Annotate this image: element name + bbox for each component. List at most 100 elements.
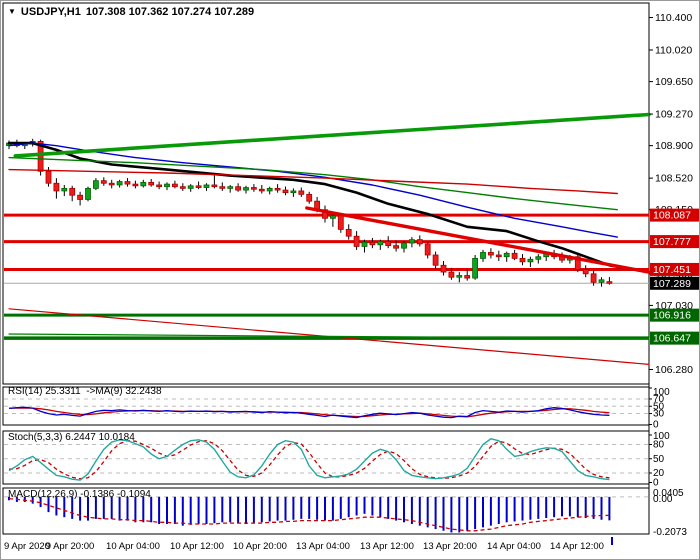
candle-body: [148, 181, 155, 186]
candle-body: [116, 181, 123, 186]
candle-body: [440, 264, 447, 273]
candle-body: [393, 245, 400, 249]
candle-body: [132, 183, 139, 187]
ma-black-line[interactable]: [7, 141, 635, 271]
candle-body: [282, 189, 289, 194]
main-pane-border: [2, 2, 650, 385]
candle-body: [432, 254, 439, 266]
price-badge-bg: [650, 331, 699, 345]
candle-body: [45, 170, 52, 184]
candle-body: [93, 180, 99, 189]
candle-body: [243, 187, 249, 191]
rsi-axis-tick: 30: [653, 409, 665, 420]
candle-body: [219, 186, 226, 189]
candle-body: [598, 279, 605, 283]
stoch-indicator-label: Stoch(5,3,3) 6.2447 10.0184: [8, 432, 135, 443]
candle-body: [298, 190, 305, 195]
price-badge-bg: [650, 262, 699, 276]
price-badge: 107.451: [650, 262, 699, 276]
time-axis-scale[interactable]: [1, 535, 699, 559]
ma-blue-line[interactable]: [8, 142, 618, 238]
candle-body: [53, 182, 60, 192]
stoch-layer: [4, 438, 649, 481]
price-axis-tick: 108.520: [655, 173, 693, 185]
candle-body: [345, 228, 352, 237]
ma-red-line[interactable]: [8, 168, 618, 195]
price-badge-label: 108.087: [653, 210, 691, 222]
price-badge: 106.916: [650, 308, 699, 322]
price-axis-tick: 110.400: [655, 12, 692, 24]
candle-body: [464, 275, 471, 279]
price-badge-bg: [650, 276, 699, 290]
price-axis-tick: 109.650: [655, 76, 693, 88]
candle-body: [472, 258, 479, 279]
candle-body: [385, 240, 392, 247]
stoch-axis-tick: 20: [653, 468, 665, 479]
symbol-dropdown-icon[interactable]: ▼: [8, 7, 16, 16]
price-badge-label: 106.647: [653, 333, 691, 345]
stoch-axis-tick: 0: [653, 478, 659, 489]
candle-body: [203, 184, 210, 188]
candle-body: [211, 184, 218, 188]
macd-axis-tick: -0.2073: [653, 527, 687, 538]
candle-body: [519, 258, 526, 263]
rsi-axis-tick: 100: [653, 387, 670, 398]
price-badge-bg: [650, 235, 699, 249]
candle-body: [574, 256, 581, 270]
candle-body: [140, 181, 147, 187]
candle-body: [274, 187, 281, 191]
candle-body: [258, 188, 265, 192]
candle-body: [527, 258, 534, 263]
candle-body: [606, 281, 613, 284]
candle-body: [179, 186, 186, 189]
candle-body: [164, 183, 170, 188]
trendline-red-falling-line[interactable]: [305, 206, 651, 274]
candle-body: [503, 252, 510, 258]
candle-body: [37, 140, 44, 172]
main-chart-layer: [4, 112, 651, 365]
time-axis-label: 9 Apr 2020: [4, 541, 50, 552]
candle-body: [456, 275, 463, 278]
candle-body: [369, 241, 376, 246]
candle-body: [487, 252, 494, 256]
price-badge: 107.289: [650, 276, 699, 290]
rsi-axis-tick: 0: [653, 420, 659, 431]
candle-body: [171, 183, 178, 188]
candle-body: [250, 187, 257, 190]
price-badge: 107.777: [650, 235, 699, 249]
candle-body: [361, 241, 368, 247]
candle-body: [290, 190, 297, 194]
candle-body: [582, 269, 589, 275]
trendline-green-rising-line[interactable]: [13, 112, 651, 158]
time-axis-label: 13 Apr 20:00: [423, 541, 477, 552]
candle-body: [511, 252, 518, 259]
time-axis-label: 10 Apr 20:00: [233, 541, 287, 552]
candle-body: [590, 273, 597, 283]
rsi-line: [8, 406, 610, 419]
rsi-indicator-label: RSI(14) 25.3311 ->MA(9) 32.2438: [8, 386, 162, 397]
stoch-axis-tick: 100: [653, 431, 670, 442]
price-axis-tick: 110.020: [655, 44, 692, 56]
candle-body: [337, 215, 344, 230]
price-badge-bg: [650, 308, 699, 322]
price-badge: 106.647: [650, 331, 699, 345]
price-axis-scale[interactable]: [649, 1, 699, 535]
rsi-axis-tick: 50: [653, 401, 665, 412]
macd-signal-line: [8, 497, 610, 532]
time-axis-label: 14 Apr 12:00: [550, 541, 604, 552]
price-badge-label: 107.451: [653, 264, 691, 276]
rsi-layer: [4, 398, 649, 419]
stoch-d-line: [8, 440, 610, 480]
stoch-axis-tick: 80: [653, 440, 665, 451]
candle-body: [424, 243, 431, 256]
trendline-green-lower-line[interactable]: [8, 333, 650, 340]
stoch-pane-border: [2, 430, 650, 485]
candle-body: [108, 182, 115, 186]
time-axis-label: 10 Apr 12:00: [170, 541, 224, 552]
candle-body: [227, 186, 234, 189]
candles-layer: [6, 138, 613, 287]
macd-axis-tick: 0.00: [653, 494, 673, 505]
candle-body: [85, 187, 91, 200]
candle-body: [306, 193, 313, 202]
